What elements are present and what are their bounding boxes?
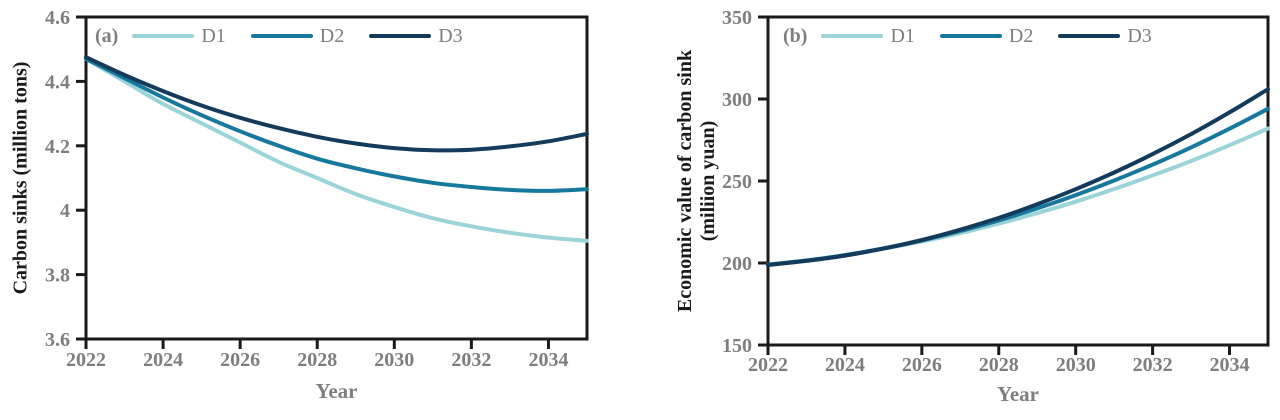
y-axis-title-economic-value: Economic value of carbon sink (miliion y… xyxy=(674,50,720,312)
legend-a: (a) D1 D2 D3 xyxy=(95,24,463,48)
x-tick-label: 2032 xyxy=(1133,354,1173,376)
legend-label-d1: D1 xyxy=(890,24,915,47)
legend-item-d2: D2 xyxy=(939,24,1034,48)
series-line-d2 xyxy=(84,56,589,193)
x-tick-label: 2030 xyxy=(1056,354,1096,376)
x-tick-label: 2026 xyxy=(220,349,260,371)
legend-label-d3: D3 xyxy=(1127,24,1152,47)
y-axis-title-line: Carbon sinks (million tons) xyxy=(9,61,32,295)
x-tick-label: 2026 xyxy=(902,354,942,376)
y-axis-title-line: Economic value of carbon sink xyxy=(674,49,696,313)
y-tick-label: 3.8 xyxy=(45,265,70,287)
legend-item-d3: D3 xyxy=(369,24,463,48)
series-line-d1 xyxy=(84,56,589,243)
series-line-d3 xyxy=(766,87,1270,267)
x-tick-label: 2032 xyxy=(451,349,491,371)
plot-frame xyxy=(84,15,589,341)
legend-line-d3-icon xyxy=(1058,34,1121,38)
y-axis-title-line: (miliion yuan) xyxy=(697,120,719,242)
x-tick-label: 2024 xyxy=(143,349,183,371)
y-tick-label: 200 xyxy=(722,253,752,275)
y-tick-label: 4.2 xyxy=(45,136,70,158)
y-tick-label: 300 xyxy=(722,89,752,111)
series-line-d3 xyxy=(84,55,589,153)
x-tick-label: 2022 xyxy=(748,354,788,376)
legend-label-d1: D1 xyxy=(201,24,226,47)
y-axis-title-carbon-sinks: Carbon sinks (million tons) xyxy=(10,62,33,295)
y-tick-label: 4 xyxy=(60,200,70,222)
panel-label-b: (b) xyxy=(783,24,808,47)
x-axis-title-year-a: Year xyxy=(315,379,358,403)
legend-item-d1: D1 xyxy=(821,24,915,48)
legend-line-d2-icon xyxy=(939,34,1002,38)
x-tick-label: 2034 xyxy=(528,349,568,371)
panel-label-a: (a) xyxy=(95,24,119,47)
legend-line-d1-icon xyxy=(132,34,195,38)
x-tick-label: 2024 xyxy=(825,354,865,376)
x-axis-title-year-b: Year xyxy=(997,382,1039,406)
legend-label-d2: D2 xyxy=(1008,24,1034,47)
legend-item-d3: D3 xyxy=(1058,24,1152,48)
y-tick-label: 150 xyxy=(722,335,752,357)
plot-frame xyxy=(766,15,1270,347)
x-tick-label: 2022 xyxy=(66,349,106,371)
y-tick-label: 4.6 xyxy=(45,7,70,29)
series-line-d1 xyxy=(766,126,1270,267)
legend-label-d3: D3 xyxy=(438,24,463,47)
x-tick-label: 2034 xyxy=(1210,354,1250,376)
y-tick-label: 350 xyxy=(722,7,752,29)
y-tick-label: 250 xyxy=(722,171,752,193)
legend-b: (b) D1 D2 D3 xyxy=(783,24,1152,48)
legend-line-d3-icon xyxy=(369,34,432,38)
x-tick-label: 2030 xyxy=(374,349,414,371)
legend-line-d1-icon xyxy=(821,34,884,38)
legend-item-d1: D1 xyxy=(132,24,226,48)
legend-line-d2-icon xyxy=(250,34,313,38)
y-tick-label: 4.4 xyxy=(45,71,70,93)
x-tick-label: 2028 xyxy=(297,349,337,371)
legend-label-d2: D2 xyxy=(319,24,345,47)
x-tick-label: 2028 xyxy=(979,354,1019,376)
y-tick-label: 3.6 xyxy=(45,329,70,351)
legend-item-d2: D2 xyxy=(250,24,345,48)
